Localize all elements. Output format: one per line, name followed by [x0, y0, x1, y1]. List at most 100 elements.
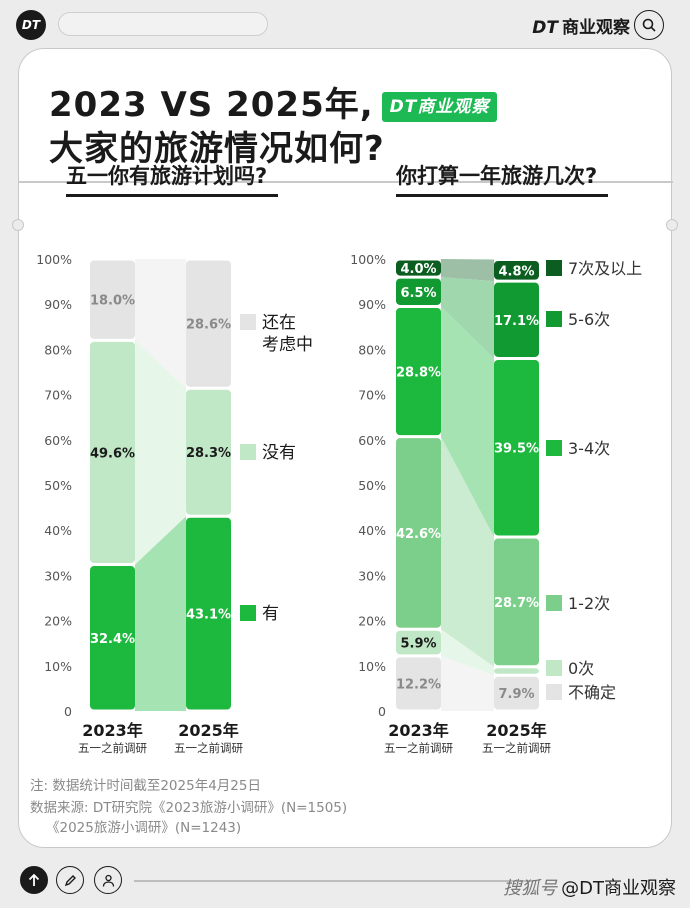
- chart1-connector: [135, 516, 186, 711]
- chart2-legend-swatch: [546, 260, 562, 276]
- top-bar: DT DT 商业观察: [0, 0, 690, 48]
- chart1-bar-segment: [90, 260, 135, 339]
- search-icon[interactable]: [634, 10, 664, 40]
- chart2-legend-swatch: [546, 595, 562, 611]
- chart2-connector: [441, 306, 494, 537]
- chart1-ytick: 70%: [44, 388, 72, 403]
- chart2-bar-segment: [396, 438, 441, 628]
- chart2-bar-segment: [494, 538, 539, 666]
- brand-title: DT 商业观察: [532, 13, 630, 38]
- footer-brand-prefix: 搜狐号: [503, 878, 558, 899]
- chart2-data-label: 17.1%: [494, 314, 539, 329]
- footer-brand: 搜狐号 @DT商业观察: [503, 874, 676, 900]
- chart2-ytick: 0: [378, 704, 386, 719]
- chart1-data-label: 28.6%: [186, 318, 231, 333]
- chart1-ytick: 40%: [44, 523, 72, 538]
- chart1-category-label: 2025年: [178, 721, 239, 740]
- chart2-legend-label: 5-6次: [568, 310, 610, 329]
- chart2-data-label: 39.5%: [494, 442, 539, 457]
- chart2-title-underline: [396, 194, 608, 197]
- chart1-legend-label: 还在: [262, 313, 296, 333]
- chart1-category-sublabel: 五一之前调研: [78, 741, 147, 755]
- chart2-legend-swatch: [546, 684, 562, 700]
- chart2-legend-swatch: [546, 440, 562, 456]
- chart2-category-sublabel: 五一之前调研: [482, 741, 551, 755]
- pencil-icon[interactable]: [56, 866, 84, 894]
- chart2-legend-label: 0次: [568, 659, 594, 678]
- chart2-bar-segment: [494, 668, 539, 674]
- chart2-ytick: 10%: [358, 659, 386, 674]
- chart1-data-label: 28.3%: [186, 446, 231, 461]
- card-notch-left: [12, 219, 24, 231]
- source-text-2: 《2025旅游小调研》(N=1243): [46, 820, 242, 836]
- chart1-title-underline: [66, 194, 278, 197]
- chart2-bar-segment: [396, 307, 441, 436]
- chart1-bar-segment: [186, 517, 231, 710]
- chart1-ytick: 50%: [44, 478, 72, 493]
- chart1-ytick: 100%: [36, 252, 72, 267]
- top-search-bar[interactable]: [58, 12, 268, 36]
- chart2-data-label: 4.8%: [498, 264, 534, 279]
- brand-name: 商业观察: [562, 18, 630, 38]
- chart1-data-label: 32.4%: [90, 632, 135, 647]
- chart2-connector: [441, 259, 494, 282]
- chart1-ytick: 0: [64, 704, 72, 719]
- chart1-data-label: 43.1%: [186, 608, 231, 623]
- user-icon[interactable]: [94, 866, 122, 894]
- chart1-legend-label: 有: [262, 604, 279, 624]
- chart2-data-label: 28.8%: [396, 366, 441, 381]
- chart2-bar-segment: [396, 260, 441, 276]
- chart2-ytick: 60%: [358, 433, 386, 448]
- chart1-legend-swatch: [240, 605, 256, 621]
- chart1-ytick: 10%: [44, 659, 72, 674]
- chart1-connector: [135, 259, 186, 389]
- arrow-up-icon[interactable]: [20, 866, 48, 894]
- brand-logo-text: DT: [532, 18, 558, 38]
- bottom-divider: [134, 880, 534, 882]
- chart2-bar-segment: [396, 278, 441, 305]
- chart2-connector: [441, 277, 494, 359]
- chart2-data-label: 6.5%: [400, 286, 436, 301]
- chart2-bar-segment: [494, 676, 539, 710]
- chart2-ytick: 90%: [358, 297, 386, 312]
- footer-brand-name: @DT商业观察: [561, 878, 676, 899]
- chart1-legend-swatch: [240, 444, 256, 460]
- chart1-connector: [135, 340, 186, 565]
- chart2-legend-label: 1-2次: [568, 594, 610, 613]
- chart2-ytick: 100%: [350, 252, 386, 267]
- chart2-title: 你打算一年旅游几次?: [396, 164, 598, 188]
- chart2-legend-label: 7次及以上: [568, 259, 642, 278]
- chart2-data-label: 42.6%: [396, 527, 441, 542]
- chart2-connector: [441, 436, 494, 667]
- chart2-data-label: 5.9%: [400, 637, 436, 652]
- chart1-bar-segment: [186, 389, 231, 515]
- chart2-legend-swatch: [546, 660, 562, 676]
- chart1-title: 五一你有旅游计划吗?: [66, 164, 268, 188]
- title-badge: DT商业观察: [381, 91, 498, 122]
- dt-logo[interactable]: DT: [16, 10, 46, 40]
- chart2-legend-swatch: [546, 311, 562, 327]
- chart2-connector: [441, 655, 494, 711]
- chart1-bar-segment: [90, 341, 135, 564]
- chart1-data-label: 18.0%: [90, 294, 135, 309]
- chart2-bar-segment: [494, 359, 539, 536]
- title-line1: 2023 VS 2025年,: [49, 85, 374, 125]
- chart1-legend-swatch: [240, 314, 256, 330]
- chart1-ytick: 30%: [44, 568, 72, 583]
- chart2-ytick: 50%: [358, 478, 386, 493]
- chart1-legend-label: 考虑中: [262, 335, 313, 355]
- page-title: 2023 VS 2025年, DT商业观察 大家的旅游情况如何?: [49, 83, 498, 171]
- chart2-data-label: 4.0%: [400, 262, 436, 277]
- title-divider: [19, 181, 673, 183]
- chart2-category-sublabel: 五一之前调研: [384, 741, 453, 755]
- chart1-ytick: 90%: [44, 297, 72, 312]
- chart2-ytick: 30%: [358, 568, 386, 583]
- chart2-bar-segment: [494, 282, 539, 357]
- chart2-ytick: 80%: [358, 342, 386, 357]
- chart2-bar-segment: [396, 657, 441, 710]
- chart2-data-label: 12.2%: [396, 677, 441, 692]
- chart2-ytick: 20%: [358, 614, 386, 629]
- chart1-category-label: 2023年: [82, 721, 143, 740]
- chart2-bar-segment: [396, 630, 441, 655]
- chart1-ytick: 20%: [44, 614, 72, 629]
